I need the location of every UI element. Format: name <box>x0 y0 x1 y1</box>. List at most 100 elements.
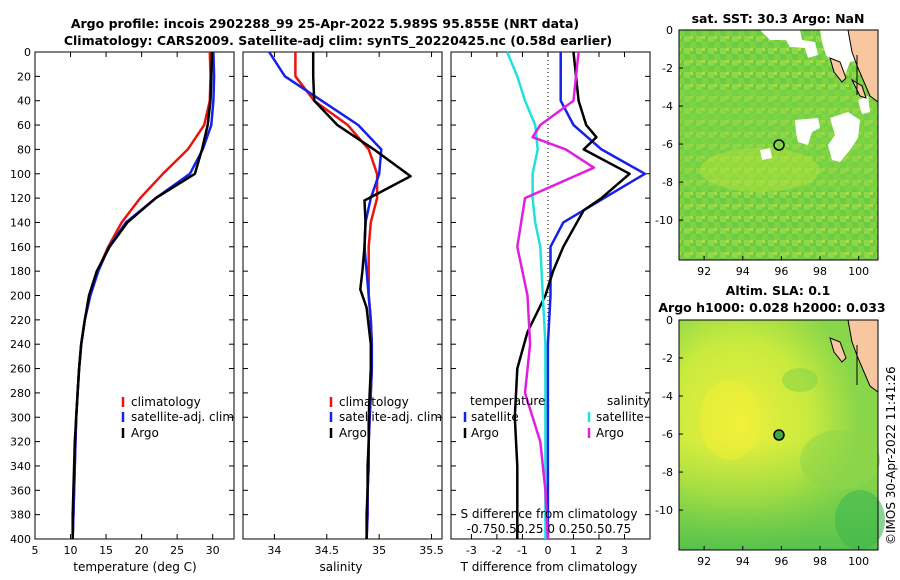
x-tick-label: 35.5 <box>419 544 444 557</box>
legend-label-s-satellite: satellite <box>596 410 644 424</box>
map-y-tick-label: -10 <box>655 504 673 517</box>
map-x-tick-label: 92 <box>697 555 711 568</box>
y-tick-label: 60 <box>17 119 31 132</box>
sst-map-ticks: 92 94 96 98 100 0 -2 -4 -6 -8 -10 <box>655 24 869 278</box>
x-tick-label: 25 <box>170 544 184 557</box>
legend-label-t-argo: Argo <box>471 426 499 440</box>
x-tick-label: -1 <box>517 544 528 557</box>
temperature-series <box>71 51 216 540</box>
x-tick-label: 2 <box>595 544 602 557</box>
y-tick-label: 180 <box>10 265 31 278</box>
map-y-tick-label: -2 <box>662 62 673 75</box>
difference-panel: -3 -2 -1 0 1 2 3 T difference from climatology… <box>450 51 651 574</box>
sst-map-panel: sat. SST: 30.3 Argo: NaN 92 94 96 98 100 0 -2 -… <box>655 11 879 278</box>
map-y-tick-label: 0 <box>666 314 673 327</box>
x-tick-label: 34 <box>267 544 281 557</box>
series-line-s-argo <box>516 51 596 540</box>
map-x-tick-label: 96 <box>774 265 788 278</box>
y-tick-label: 360 <box>10 484 31 497</box>
x-tick-label: 1 <box>570 544 577 557</box>
y-tick-label: 340 <box>10 460 31 473</box>
y-tick-label: 40 <box>17 95 31 108</box>
x-tick-label: 0 <box>544 544 551 557</box>
map-y-tick-label: -10 <box>655 214 673 227</box>
y-tick-label: 280 <box>10 387 31 400</box>
map-y-tick-label: -6 <box>662 138 673 151</box>
sst-map-image <box>678 29 879 261</box>
figure-title-line2: Climatology: CARS2009. Satellite-adj cli… <box>64 33 612 49</box>
x-tick-label: 20 <box>135 544 149 557</box>
y-tick-label: 260 <box>10 363 31 376</box>
x-tick-label: 15 <box>99 544 113 557</box>
y-tick-label: 320 <box>10 436 31 449</box>
temperature-ticks: 5 10 15 20 25 3002040608010012014016018020022… <box>10 46 234 557</box>
series-line-t-argo <box>513 51 631 539</box>
legend-label-climatology: climatology <box>339 395 409 409</box>
series-line-s-satellite <box>505 51 547 539</box>
map-y-tick-label: -4 <box>662 100 673 113</box>
y-tick-label: 300 <box>10 411 31 424</box>
y-tick-label: 220 <box>10 314 31 327</box>
y-tick-label: 100 <box>10 168 31 181</box>
y-tick-label: 240 <box>10 338 31 351</box>
legend-label-t-satellite: satellite <box>471 410 519 424</box>
y-tick-label: 0 <box>24 46 31 59</box>
salinity-ticks: 34 34.5 35 35.5 <box>243 51 444 557</box>
y-tick-label: 380 <box>10 509 31 522</box>
salinity-axes-frame <box>242 51 443 540</box>
s-axis-title: S difference from climatology <box>461 507 638 521</box>
sst-argo-marker <box>773 139 785 151</box>
x-tick-label: 10 <box>64 544 78 557</box>
sla-argo-marker <box>773 429 785 441</box>
x-tick-label: 5 <box>32 544 39 557</box>
map-x-tick-label: 98 <box>813 555 827 568</box>
map-y-tick-label: -8 <box>662 176 673 189</box>
legend-label-argo: Argo <box>339 426 367 440</box>
sla-map-title: Altim. SLA: 0.1 <box>726 283 831 298</box>
salinity-series <box>268 51 412 540</box>
salinity-xlabel: salinity <box>319 560 362 574</box>
x-tick-label: 34.5 <box>315 544 340 557</box>
legend-label-climatology: climatology <box>131 395 201 409</box>
sla-map-panel: Altim. SLA: 0.1 Argo h1000: 0.028 h2000:… <box>655 283 886 568</box>
sla-map-frame <box>678 319 879 551</box>
temperature-xlabel: temperature (deg C) <box>73 560 196 574</box>
map-y-tick-label: -4 <box>662 390 673 403</box>
sla-map-subtitle: Argo h1000: 0.028 h2000: 0.033 <box>658 300 885 315</box>
y-tick-label: 160 <box>10 241 31 254</box>
x-tick-label: 35 <box>372 544 386 557</box>
x-tick-label: -2 <box>491 544 502 557</box>
series-line-argo <box>311 52 412 539</box>
sst-map-frame <box>678 29 879 261</box>
x-tick-label: 3 <box>621 544 628 557</box>
temperature-legend: climatology satellite-adj. clim Argo <box>121 395 234 440</box>
legend-label-satellite-adj: satellite-adj. clim <box>131 410 234 424</box>
legend-label-satellite-adj: satellite-adj. clim <box>339 410 442 424</box>
imos-credit: ©IMOS 30-Apr-2022 11:41:26 <box>884 366 898 545</box>
map-x-tick-label: 92 <box>697 265 711 278</box>
sla-map-ticks: 92 94 96 98 100 0 -2 -4 -6 -8 -10 <box>655 314 869 568</box>
y-tick-label: 400 <box>10 533 31 546</box>
map-x-tick-label: 94 <box>736 265 750 278</box>
sst-map-title: sat. SST: 30.3 Argo: NaN <box>692 11 865 26</box>
sst-missing-data <box>760 30 818 58</box>
map-y-tick-label: 0 <box>666 24 673 37</box>
salinity-panel: 34 34.5 35 35.5 salinity climatology satell… <box>242 51 444 574</box>
y-tick-label: 140 <box>10 216 31 229</box>
legend-label-argo: Argo <box>131 426 159 440</box>
legend-title-temperature: temperature <box>470 394 545 408</box>
map-y-tick-label: -6 <box>662 428 673 441</box>
map-y-tick-label: -8 <box>662 466 673 479</box>
series-line-t-satellite <box>546 52 647 539</box>
y-tick-label: 120 <box>10 192 31 205</box>
map-x-tick-label: 94 <box>736 555 750 568</box>
temperature-panel: 5 10 15 20 25 3002040608010012014016018020022… <box>10 46 235 574</box>
series-line-satellite-adj-clim <box>268 51 383 540</box>
map-x-tick-label: 98 <box>813 265 827 278</box>
salinity-legend: climatology satellite-adj. clim Argo <box>329 395 442 440</box>
legend-label-s-argo: Argo <box>596 426 624 440</box>
sla-map-image <box>678 319 885 551</box>
map-y-tick-label: -2 <box>662 352 673 365</box>
map-x-tick-label: 100 <box>848 555 869 568</box>
